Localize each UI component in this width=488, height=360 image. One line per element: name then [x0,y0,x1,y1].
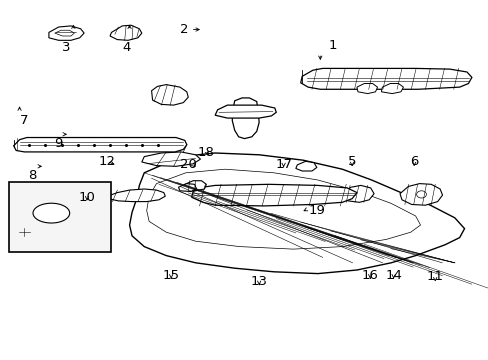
Polygon shape [341,185,373,202]
Text: 17: 17 [275,158,291,171]
Text: 2: 2 [180,23,188,36]
Text: 10: 10 [79,191,95,204]
Text: 12: 12 [98,155,115,168]
Text: 3: 3 [61,41,70,54]
Text: 5: 5 [347,155,356,168]
Text: 19: 19 [307,204,325,217]
Polygon shape [215,105,276,118]
Polygon shape [356,84,377,94]
Polygon shape [107,189,165,202]
Polygon shape [17,229,32,236]
Text: 6: 6 [409,155,418,168]
Polygon shape [295,161,316,171]
Polygon shape [146,169,420,249]
Polygon shape [232,98,259,139]
Text: 11: 11 [426,270,443,283]
Ellipse shape [33,203,69,223]
Polygon shape [49,26,84,40]
Polygon shape [14,138,186,152]
Text: 7: 7 [20,114,28,127]
Polygon shape [55,30,74,36]
Polygon shape [184,181,206,191]
Polygon shape [381,84,403,94]
Text: 8: 8 [28,169,37,182]
Polygon shape [191,184,356,206]
Polygon shape [300,68,471,89]
Polygon shape [399,184,442,205]
Bar [9,182,111,252]
Polygon shape [142,152,200,166]
Polygon shape [151,85,188,105]
Text: 18: 18 [198,146,214,159]
Text: 16: 16 [361,269,378,282]
Text: 9: 9 [54,137,62,150]
Text: 15: 15 [163,269,179,282]
Polygon shape [178,184,196,192]
Polygon shape [110,25,142,40]
Polygon shape [68,192,83,199]
Text: 1: 1 [328,39,336,52]
Text: 14: 14 [385,269,401,282]
Text: 20: 20 [180,158,196,171]
Text: 13: 13 [250,275,267,288]
Text: 4: 4 [122,41,130,54]
Polygon shape [129,153,464,274]
